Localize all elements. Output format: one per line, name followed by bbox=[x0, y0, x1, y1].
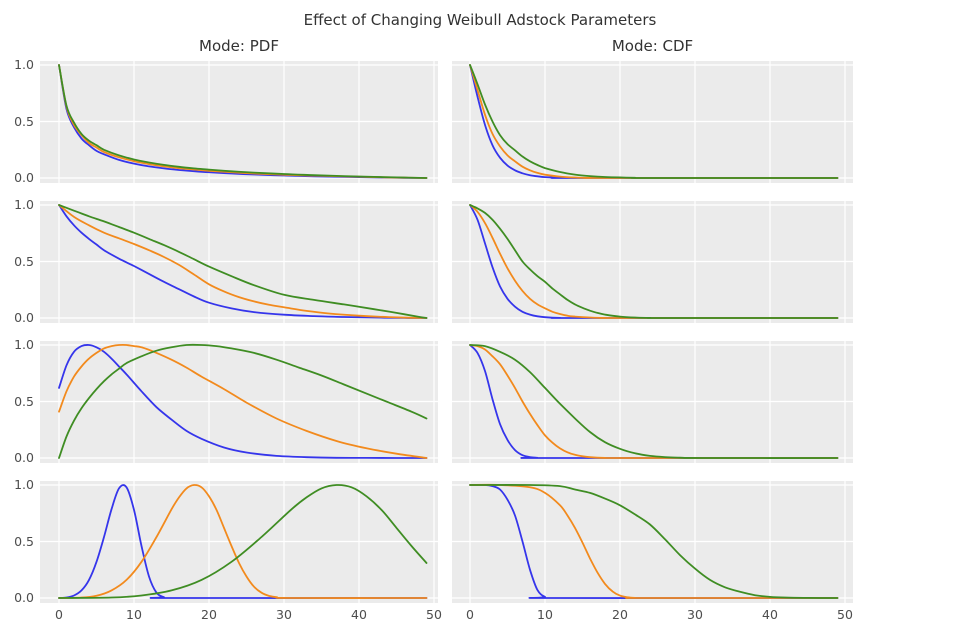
y-tick-label: 0.0 bbox=[14, 310, 34, 325]
series-line-green bbox=[58, 64, 428, 179]
series-line-blue bbox=[469, 204, 839, 319]
x-tick-label: 30 bbox=[687, 607, 703, 622]
y-tick-label: 0.0 bbox=[14, 590, 34, 605]
series-line-green bbox=[469, 344, 839, 459]
subplot-pdf-row3 bbox=[40, 341, 438, 463]
series-line-blue bbox=[58, 484, 428, 599]
gridlines bbox=[40, 481, 438, 603]
subplot-pdf-row1 bbox=[40, 61, 438, 183]
subplot-title-cdf: Mode: CDF bbox=[611, 37, 694, 55]
y-tick-label: 0.5 bbox=[14, 393, 34, 409]
x-tick-label: 0 bbox=[55, 607, 63, 622]
series-line-blue bbox=[58, 344, 428, 459]
series-line-orange bbox=[58, 343, 428, 459]
subplot-cdf-row2 bbox=[452, 201, 853, 323]
series-line-blue bbox=[469, 344, 839, 459]
series-line-orange bbox=[469, 344, 839, 459]
x-tick-label: 20 bbox=[201, 607, 217, 622]
subplot-title-pdf: Mode: PDF bbox=[199, 37, 279, 55]
x-tick-label: 40 bbox=[762, 607, 778, 622]
gridlines bbox=[40, 61, 438, 183]
x-tick-label: 50 bbox=[426, 607, 442, 622]
series-line-orange bbox=[469, 204, 839, 319]
subplot-pdf-row4 bbox=[40, 481, 438, 603]
y-tick-label: 1.0 bbox=[14, 477, 34, 492]
y-tick-label: 0.5 bbox=[14, 113, 34, 129]
gridlines bbox=[40, 341, 438, 463]
series-line-orange bbox=[469, 64, 839, 179]
series-line-orange bbox=[58, 204, 428, 319]
series-line-green bbox=[469, 204, 839, 319]
series-line-orange bbox=[469, 483, 839, 599]
x-tick-label: 20 bbox=[612, 607, 628, 622]
y-tick-label: 1.0 bbox=[14, 337, 34, 352]
y-tick-label: 0.0 bbox=[14, 170, 34, 185]
y-tick-label: 1.0 bbox=[14, 57, 34, 72]
gridlines bbox=[452, 481, 853, 603]
series-line-blue bbox=[469, 484, 839, 599]
x-tick-label: 0 bbox=[466, 607, 474, 622]
figure-title: Effect of Changing Weibull Adstock Param… bbox=[303, 11, 657, 29]
series-line-green bbox=[58, 204, 428, 319]
series-line-green bbox=[58, 484, 428, 599]
series-line-blue bbox=[469, 64, 839, 179]
subplot-cdf-row4 bbox=[452, 481, 853, 603]
y-tick-label: 1.0 bbox=[14, 197, 34, 212]
x-tick-label: 50 bbox=[837, 607, 853, 622]
x-tick-label: 40 bbox=[351, 607, 367, 622]
series-line-orange bbox=[58, 484, 428, 599]
gridlines bbox=[40, 201, 438, 323]
gridlines bbox=[452, 341, 853, 463]
series-line-green bbox=[58, 343, 428, 459]
subplot-pdf-row2 bbox=[40, 201, 438, 323]
y-tick-label: 0.0 bbox=[14, 450, 34, 465]
gridlines bbox=[452, 61, 853, 183]
series-line-green bbox=[469, 64, 839, 179]
x-tick-label: 30 bbox=[276, 607, 292, 622]
subplot-cdf-row1 bbox=[452, 61, 853, 183]
series-line-blue bbox=[58, 204, 428, 319]
x-tick-label: 10 bbox=[126, 607, 142, 622]
x-tick-label: 10 bbox=[537, 607, 553, 622]
subplot-cdf-row3 bbox=[452, 341, 853, 463]
series-line-green bbox=[469, 484, 839, 599]
y-tick-label: 0.5 bbox=[14, 253, 34, 269]
y-tick-label: 0.5 bbox=[14, 533, 34, 549]
